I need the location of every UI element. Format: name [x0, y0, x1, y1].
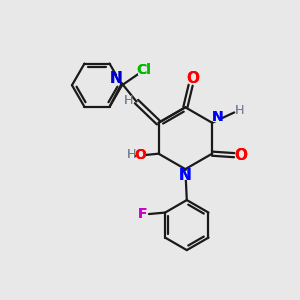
Text: N: N: [110, 71, 123, 86]
Text: N: N: [212, 110, 223, 124]
Text: N: N: [110, 71, 123, 86]
Text: N: N: [179, 168, 192, 183]
FancyBboxPatch shape: [213, 113, 222, 122]
FancyBboxPatch shape: [236, 151, 245, 159]
Text: Cl: Cl: [137, 64, 152, 77]
Text: N: N: [212, 110, 223, 124]
FancyBboxPatch shape: [181, 172, 190, 180]
Text: N: N: [179, 168, 192, 183]
Text: H: H: [235, 104, 244, 118]
FancyBboxPatch shape: [128, 151, 135, 158]
Text: Cl: Cl: [137, 64, 152, 77]
FancyBboxPatch shape: [124, 96, 132, 104]
Text: H: H: [124, 94, 133, 106]
FancyBboxPatch shape: [136, 150, 145, 159]
Text: H: H: [127, 148, 136, 161]
FancyBboxPatch shape: [236, 107, 243, 115]
FancyBboxPatch shape: [138, 66, 150, 75]
Text: O: O: [234, 148, 247, 163]
Text: H: H: [124, 94, 133, 106]
Text: H: H: [127, 148, 136, 161]
FancyBboxPatch shape: [189, 75, 197, 83]
Text: H: H: [235, 104, 244, 118]
Text: O: O: [187, 71, 200, 86]
FancyBboxPatch shape: [112, 75, 121, 83]
Text: O: O: [234, 148, 247, 163]
FancyBboxPatch shape: [138, 210, 147, 218]
Text: F: F: [138, 207, 147, 221]
Text: O: O: [134, 148, 146, 162]
Text: O: O: [134, 148, 146, 162]
Text: F: F: [138, 207, 147, 221]
Text: O: O: [187, 71, 200, 86]
